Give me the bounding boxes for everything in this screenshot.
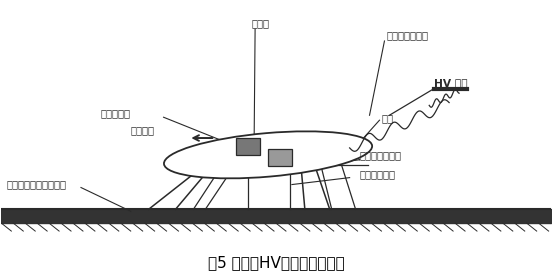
Bar [236, 138, 260, 155]
Ellipse shape [164, 131, 372, 178]
Text: 接地平面或实验室地面: 接地平面或实验室地面 [7, 179, 66, 190]
Text: 内部的扫掠先导: 内部的扫掠先导 [359, 150, 401, 160]
Text: 叶片运动: 叶片运动 [131, 125, 155, 135]
Text: 接闪器: 接闪器 [251, 18, 269, 28]
Text: 外部的扫掠先导: 外部的扫掠先导 [386, 30, 428, 40]
Text: HV 电极: HV 电极 [434, 78, 468, 88]
Text: 叶片横截面: 叶片横截面 [101, 108, 131, 118]
Bar [268, 149, 292, 166]
Text: 击穿: 击穿 [381, 113, 394, 123]
Text: 非导电性支撑: 非导电性支撑 [359, 170, 396, 180]
Text: 图5 高压（HV）后续雷击测试: 图5 高压（HV）后续雷击测试 [208, 255, 344, 270]
